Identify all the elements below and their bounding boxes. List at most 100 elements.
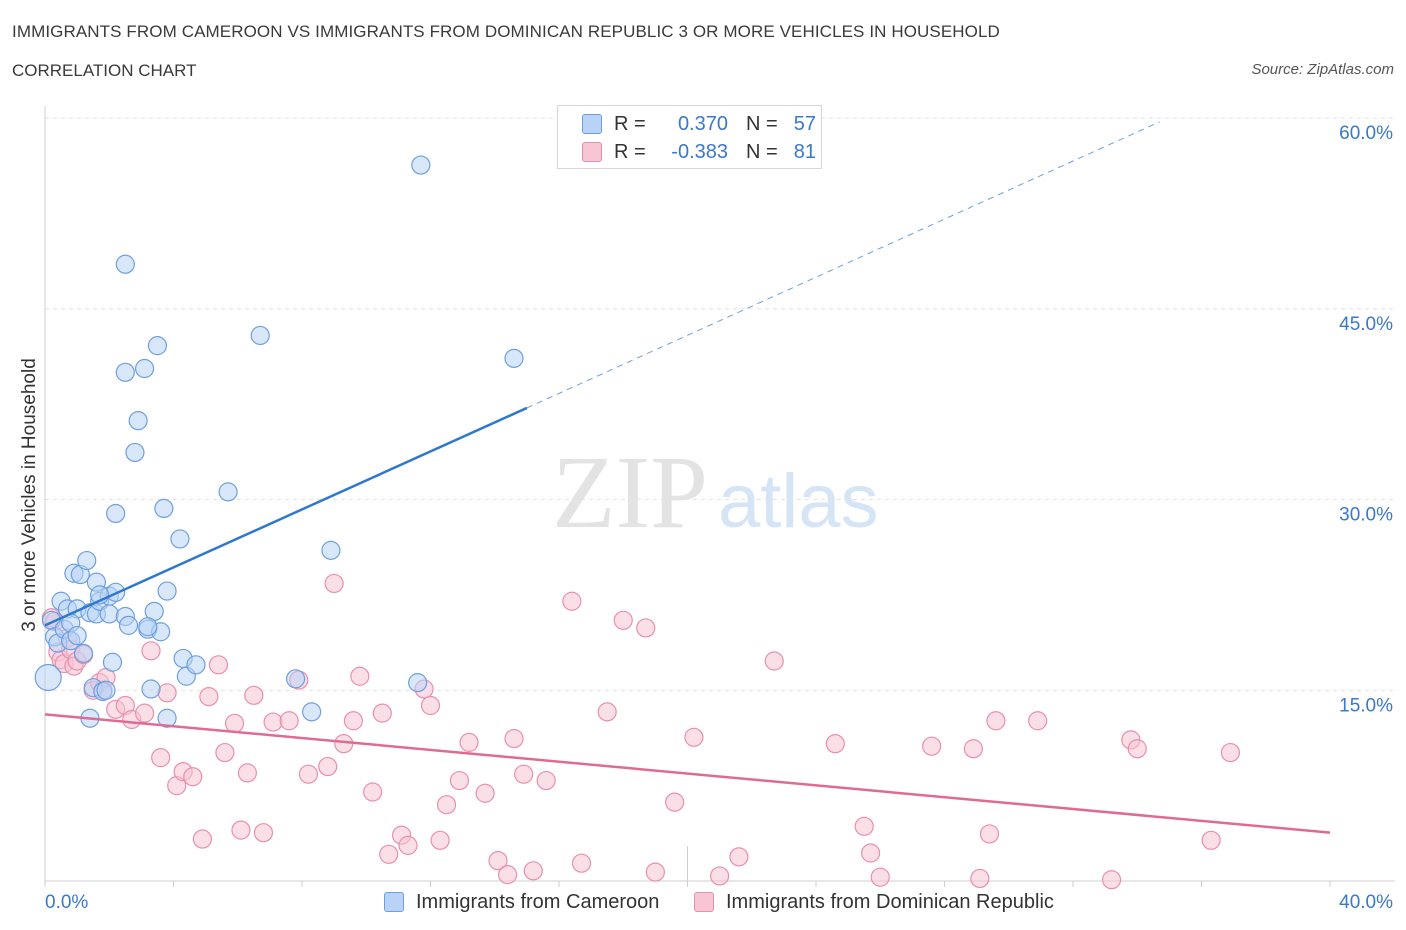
point-cameroon: [34, 663, 62, 692]
point-dominican: [398, 835, 418, 855]
y-tick-label: 30.0%: [1339, 505, 1393, 526]
watermark-atlas: atlas: [718, 459, 879, 544]
point-cameroon: [118, 615, 139, 635]
point-dominican: [514, 764, 534, 784]
point-dominican: [684, 727, 704, 747]
point-dominican: [192, 829, 213, 849]
point-dominican: [244, 685, 264, 705]
tick-labels: 15.0% 30.0% 45.0% 60.0% 0.0% 40.0%: [45, 123, 1393, 913]
point-dominican: [253, 823, 274, 843]
point-cameroon: [128, 411, 148, 431]
point-cameroon: [408, 673, 428, 693]
point-cameroon: [302, 702, 322, 722]
point-dominican: [536, 770, 556, 791]
point-dominican: [488, 851, 508, 871]
legend-item-dominican[interactable]: Immigrants from Dominican Republic: [694, 889, 1054, 915]
point-cameroon: [67, 625, 87, 646]
series-dominican-points: [41, 573, 1241, 890]
point-cameroon: [170, 529, 190, 549]
point-dominican: [1028, 711, 1048, 731]
point-dominican: [298, 764, 319, 784]
stats-legend: R = 0.370 N = 57 R = -0.383 N = 81: [557, 105, 822, 169]
legend-label-cameroon: Immigrants from Cameroon: [416, 890, 660, 913]
point-dominican: [979, 824, 1000, 844]
point-dominican: [970, 868, 990, 889]
point-cameroon: [411, 155, 431, 175]
point-dominican: [237, 763, 257, 783]
r-label: R =: [614, 140, 646, 163]
y-tick-label: 15.0%: [1339, 695, 1393, 716]
stats-row-cameroon: R = 0.370 N = 57: [582, 112, 816, 136]
point-cameroon: [154, 498, 174, 519]
y-tick-label: 60.0%: [1339, 123, 1393, 144]
point-dominican: [343, 711, 363, 731]
point-cameroon: [504, 348, 524, 368]
cameroon-swatch: [582, 114, 602, 134]
point-dominican: [141, 641, 161, 661]
point-dominican: [420, 695, 441, 716]
point-cameroon: [77, 550, 97, 571]
source-label[interactable]: Source: ZipAtlas.com: [1251, 61, 1394, 78]
point-cameroon: [285, 669, 306, 689]
n-label: N =: [746, 112, 778, 135]
point-cameroon: [73, 643, 94, 663]
point-cameroon: [147, 336, 168, 356]
point-dominican: [645, 862, 665, 882]
point-cameroon: [106, 503, 126, 524]
n-value-cameroon: 57: [793, 112, 816, 135]
point-dominican: [430, 830, 450, 850]
point-dominican: [151, 748, 171, 768]
point-dominican: [208, 655, 229, 675]
point-dominican: [729, 847, 749, 867]
n-value-dominican: 81: [793, 140, 816, 163]
point-cameroon: [134, 358, 155, 379]
point-dominican: [379, 844, 399, 864]
point-dominican: [459, 732, 479, 752]
point-dominican: [215, 742, 235, 763]
point-dominican: [199, 687, 219, 707]
point-dominican: [665, 792, 685, 812]
point-dominican: [157, 683, 177, 703]
legend-label-dominican: Immigrants from Dominican Republic: [726, 890, 1054, 913]
point-dominican: [504, 728, 524, 749]
point-cameroon: [115, 254, 135, 274]
r-value-cameroon: 0.370: [677, 112, 728, 135]
point-dominican: [636, 618, 656, 638]
point-dominican: [134, 703, 155, 723]
point-dominican: [1127, 739, 1147, 759]
dominican-legend-swatch: [694, 892, 714, 912]
n-label: N =: [746, 140, 778, 163]
point-dominican: [986, 711, 1006, 731]
point-dominican: [825, 734, 845, 754]
legend-item-cameroon[interactable]: Immigrants from Cameroon: [384, 889, 659, 915]
watermark: ZIP atlas: [552, 435, 879, 550]
point-dominican: [363, 782, 383, 802]
trend-line-dominican: [44, 713, 1331, 834]
point-dominican: [1201, 830, 1221, 850]
point-cameroon: [186, 655, 206, 675]
point-dominican: [562, 591, 582, 611]
point-dominican: [279, 711, 299, 731]
point-dominican: [613, 610, 633, 630]
point-dominican: [263, 712, 283, 732]
x-tick-label: 40.0%: [1339, 892, 1393, 913]
point-cameroon: [141, 679, 161, 699]
point-cameroon: [102, 652, 123, 672]
series-cameroon-points: [34, 155, 524, 728]
y-tick-label: 45.0%: [1339, 314, 1393, 335]
point-dominican: [1101, 870, 1122, 890]
watermark-zip: ZIP: [552, 435, 708, 550]
dominican-swatch: [582, 142, 602, 162]
point-dominican: [436, 795, 457, 815]
point-cameroon: [125, 442, 145, 463]
point-cameroon: [157, 581, 177, 601]
point-cameroon: [96, 680, 116, 700]
point-dominican: [231, 820, 251, 840]
trend-line-cameroon: [44, 406, 528, 627]
point-cameroon: [138, 617, 158, 637]
y-axis-title: 3 or more Vehicles in Household: [19, 358, 40, 632]
point-cameroon: [99, 604, 119, 624]
chart-subtitle: CORRELATION CHART: [12, 61, 197, 80]
point-dominican: [710, 866, 730, 886]
